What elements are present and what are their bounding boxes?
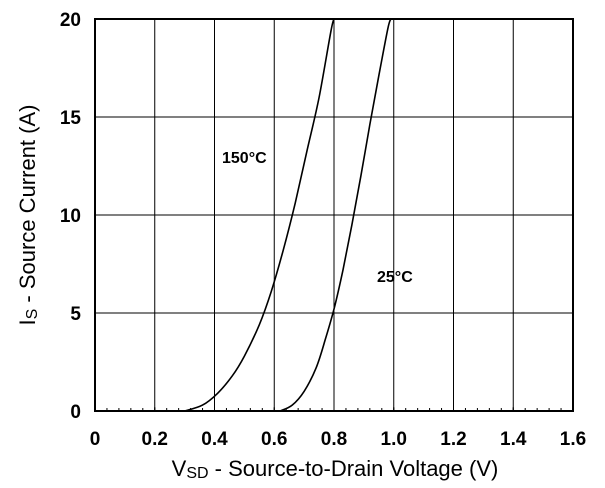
y-axis-label-sub: S — [24, 309, 41, 320]
x-tick-label: 1.2 — [440, 429, 466, 450]
y-tick-label: 15 — [60, 108, 82, 129]
y-axis-label-main: I — [15, 319, 40, 325]
x-tick-label: 1.4 — [500, 429, 527, 450]
series-line-150c — [184, 18, 335, 412]
y-tick-label: 5 — [70, 304, 81, 325]
x-axis-label-sub: SD — [186, 465, 208, 482]
x-tick-label: 1.6 — [560, 429, 586, 450]
y-tick-label: 0 — [70, 402, 81, 423]
x-tick-label: 0.4 — [201, 429, 228, 450]
tick-labels: 0 0.2 0.4 0.6 0.8 1.0 1.2 1.4 1.6 0 5 10 15 20 — [60, 10, 586, 450]
series-line-25c — [279, 18, 392, 412]
annotation-150c: 150°C — [222, 150, 267, 167]
x-tick-label: 1.0 — [381, 429, 407, 450]
y-tick-label: 10 — [60, 206, 81, 227]
annotation-25c: 25°C — [377, 269, 413, 286]
x-tick-label: 0.2 — [142, 429, 168, 450]
curves — [184, 18, 392, 412]
grid-lines — [94, 19, 574, 411]
x-tick-label: 0.8 — [321, 429, 347, 450]
x-tick-label: 0.6 — [261, 429, 287, 450]
y-axis-label: IS - Source Current (A) — [15, 105, 41, 326]
y-tick-label: 20 — [60, 10, 81, 31]
x-axis-label-rest: - Source-to-Drain Voltage (V) — [209, 456, 499, 481]
x-axis-label-main: V — [172, 456, 187, 481]
x-axis-label: VSD - Source-to-Drain Voltage (V) — [172, 456, 499, 482]
x-tick-label: 0 — [90, 429, 101, 450]
y-axis-label-rest: - Source Current (A) — [15, 105, 40, 309]
plot-frame — [94, 18, 574, 412]
